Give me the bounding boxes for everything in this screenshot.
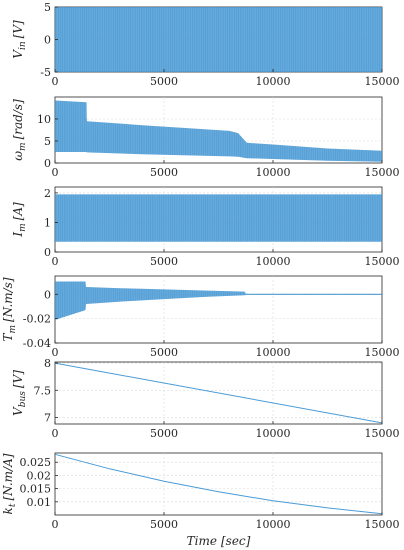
subplot-6: 0 5000 10000 15000 0.010.0150.020.025kt[N.m/… xyxy=(1,452,400,548)
x-tick-label: 15000 xyxy=(365,518,400,531)
series-oscillation xyxy=(55,194,382,242)
subplot-4: 0 5000 10000 15000 -0.04 -0.02 0 Tm[N.m/s] xyxy=(1,275,400,359)
x-tick-label: 15000 xyxy=(365,166,400,179)
x-tick-label: 0 xyxy=(52,518,59,531)
y-axis-label: Im[A] xyxy=(11,202,28,238)
y-axis-label: Vin[V] xyxy=(11,20,28,59)
x-axis-label: Time [sec] xyxy=(187,534,251,548)
x-tick-label: 0 xyxy=(52,427,59,440)
y-tick-label: 10 xyxy=(37,113,51,126)
y-tick-label: 7.5 xyxy=(34,384,52,397)
y-axis-label: Vbus[V] xyxy=(11,370,28,416)
x-tick-label: 5000 xyxy=(150,346,178,359)
x-tick-label: 15000 xyxy=(365,75,400,88)
series-envelope xyxy=(55,100,382,162)
y-tick-label: 0 xyxy=(44,246,51,259)
x-tick-label: 10000 xyxy=(256,75,291,88)
x-tick-label: 10000 xyxy=(256,166,291,179)
series-oscillation xyxy=(55,281,382,320)
series-oscillation xyxy=(55,100,382,162)
y-tick-label: 0 xyxy=(44,157,51,170)
y-tick-label: 0 xyxy=(44,34,51,47)
y-tick-label: 8 xyxy=(44,357,51,370)
subplot-2: 0 5000 10000 15000 0 5 10 ωm[rad/s] xyxy=(11,96,400,179)
y-tick-label: 5 xyxy=(44,135,51,148)
y-tick-label: -0.04 xyxy=(23,337,51,350)
plot-area xyxy=(54,275,383,344)
y-tick-label: 0.015 xyxy=(20,483,52,496)
y-tick-label: 0 xyxy=(44,288,51,301)
plot-area xyxy=(54,452,383,516)
y-tick-label: -5 xyxy=(40,66,51,79)
series-envelope xyxy=(55,194,382,242)
x-tick-label: 15000 xyxy=(365,427,400,440)
x-tick-label: 10000 xyxy=(256,255,291,268)
x-tick-label: 5000 xyxy=(150,166,178,179)
y-tick-label: 7 xyxy=(44,411,51,424)
series-envelope xyxy=(55,281,382,320)
x-tick-label: 10000 xyxy=(256,427,291,440)
y-axis-label: ωm[rad/s] xyxy=(11,99,28,161)
x-tick-label: 5000 xyxy=(150,75,178,88)
y-tick-label: -0.02 xyxy=(23,313,51,326)
y-tick-label: 0.025 xyxy=(20,456,52,469)
y-tick-label: 5 xyxy=(44,1,51,14)
y-tick-label: 0.02 xyxy=(27,469,52,482)
y-tick-label: 1 xyxy=(44,216,51,229)
y-axis-label: Tm[N.m/s] xyxy=(1,277,18,341)
x-tick-label: 5000 xyxy=(150,427,178,440)
x-tick-label: 0 xyxy=(52,75,59,88)
y-axis-label: kt[N.m/A] xyxy=(1,453,18,514)
x-tick-label: 15000 xyxy=(365,346,400,359)
x-tick-label: 15000 xyxy=(365,255,400,268)
series-line xyxy=(54,453,383,515)
x-tick-label: 0 xyxy=(52,255,59,268)
x-tick-label: 5000 xyxy=(150,255,178,268)
series-envelope xyxy=(55,7,382,72)
x-tick-label: 0 xyxy=(52,346,59,359)
x-tick-label: 10000 xyxy=(256,518,291,531)
y-tick-label: 2 xyxy=(44,187,51,200)
subplot-5: 0 5000 10000 15000 7 7.5 8 Vbus[V] xyxy=(11,357,400,440)
y-tick-label: 0.01 xyxy=(27,496,52,509)
x-tick-label: 5000 xyxy=(150,518,178,531)
x-tick-label: 10000 xyxy=(256,346,291,359)
subplot-3: 0 5000 10000 15000 0 1 2 Im[A] xyxy=(11,186,400,268)
x-tick-label: 0 xyxy=(52,166,59,179)
series-line xyxy=(54,362,383,424)
